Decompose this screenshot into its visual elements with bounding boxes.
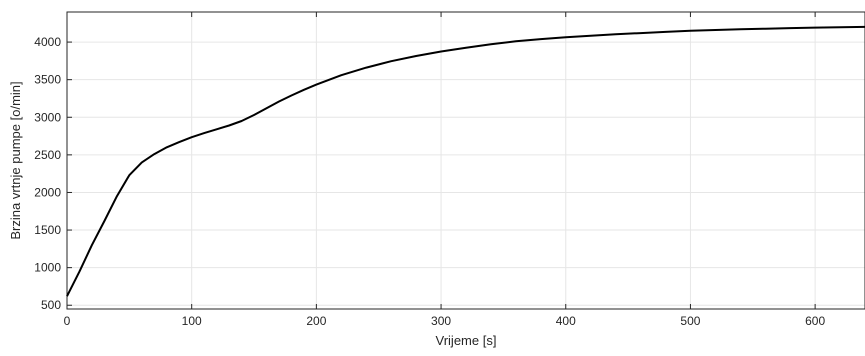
y-tick-label: 2500 xyxy=(34,148,61,162)
y-tick-label: 2000 xyxy=(34,185,61,199)
y-tick-label: 3000 xyxy=(34,110,61,124)
y-tick-label: 1500 xyxy=(34,223,61,237)
y-axis-label: Brzina vrtnje pumpe [o/min] xyxy=(8,81,23,239)
axis-ticks: 0 100 200 300 400 500 600 500 1000 1500 2000 2500 30… xyxy=(34,12,825,328)
x-tick-label: 600 xyxy=(805,314,825,328)
x-axis-label: Vrijeme [s] xyxy=(436,333,497,348)
y-tick-label: 1000 xyxy=(34,261,61,275)
y-tick-label: 4000 xyxy=(34,35,61,49)
grid xyxy=(66,12,865,309)
x-tick-label: 400 xyxy=(556,314,576,328)
x-tick-label: 200 xyxy=(306,314,326,328)
x-tick-label: 300 xyxy=(431,314,451,328)
plot-frame xyxy=(66,11,865,310)
x-tick-label: 100 xyxy=(182,314,202,328)
x-tick-label: 0 xyxy=(64,314,71,328)
series-line xyxy=(66,25,865,297)
series-layer xyxy=(66,25,865,297)
x-tick-label: 500 xyxy=(680,314,700,328)
y-tick-label: 3500 xyxy=(34,73,61,87)
y-tick-label: 500 xyxy=(41,298,61,312)
